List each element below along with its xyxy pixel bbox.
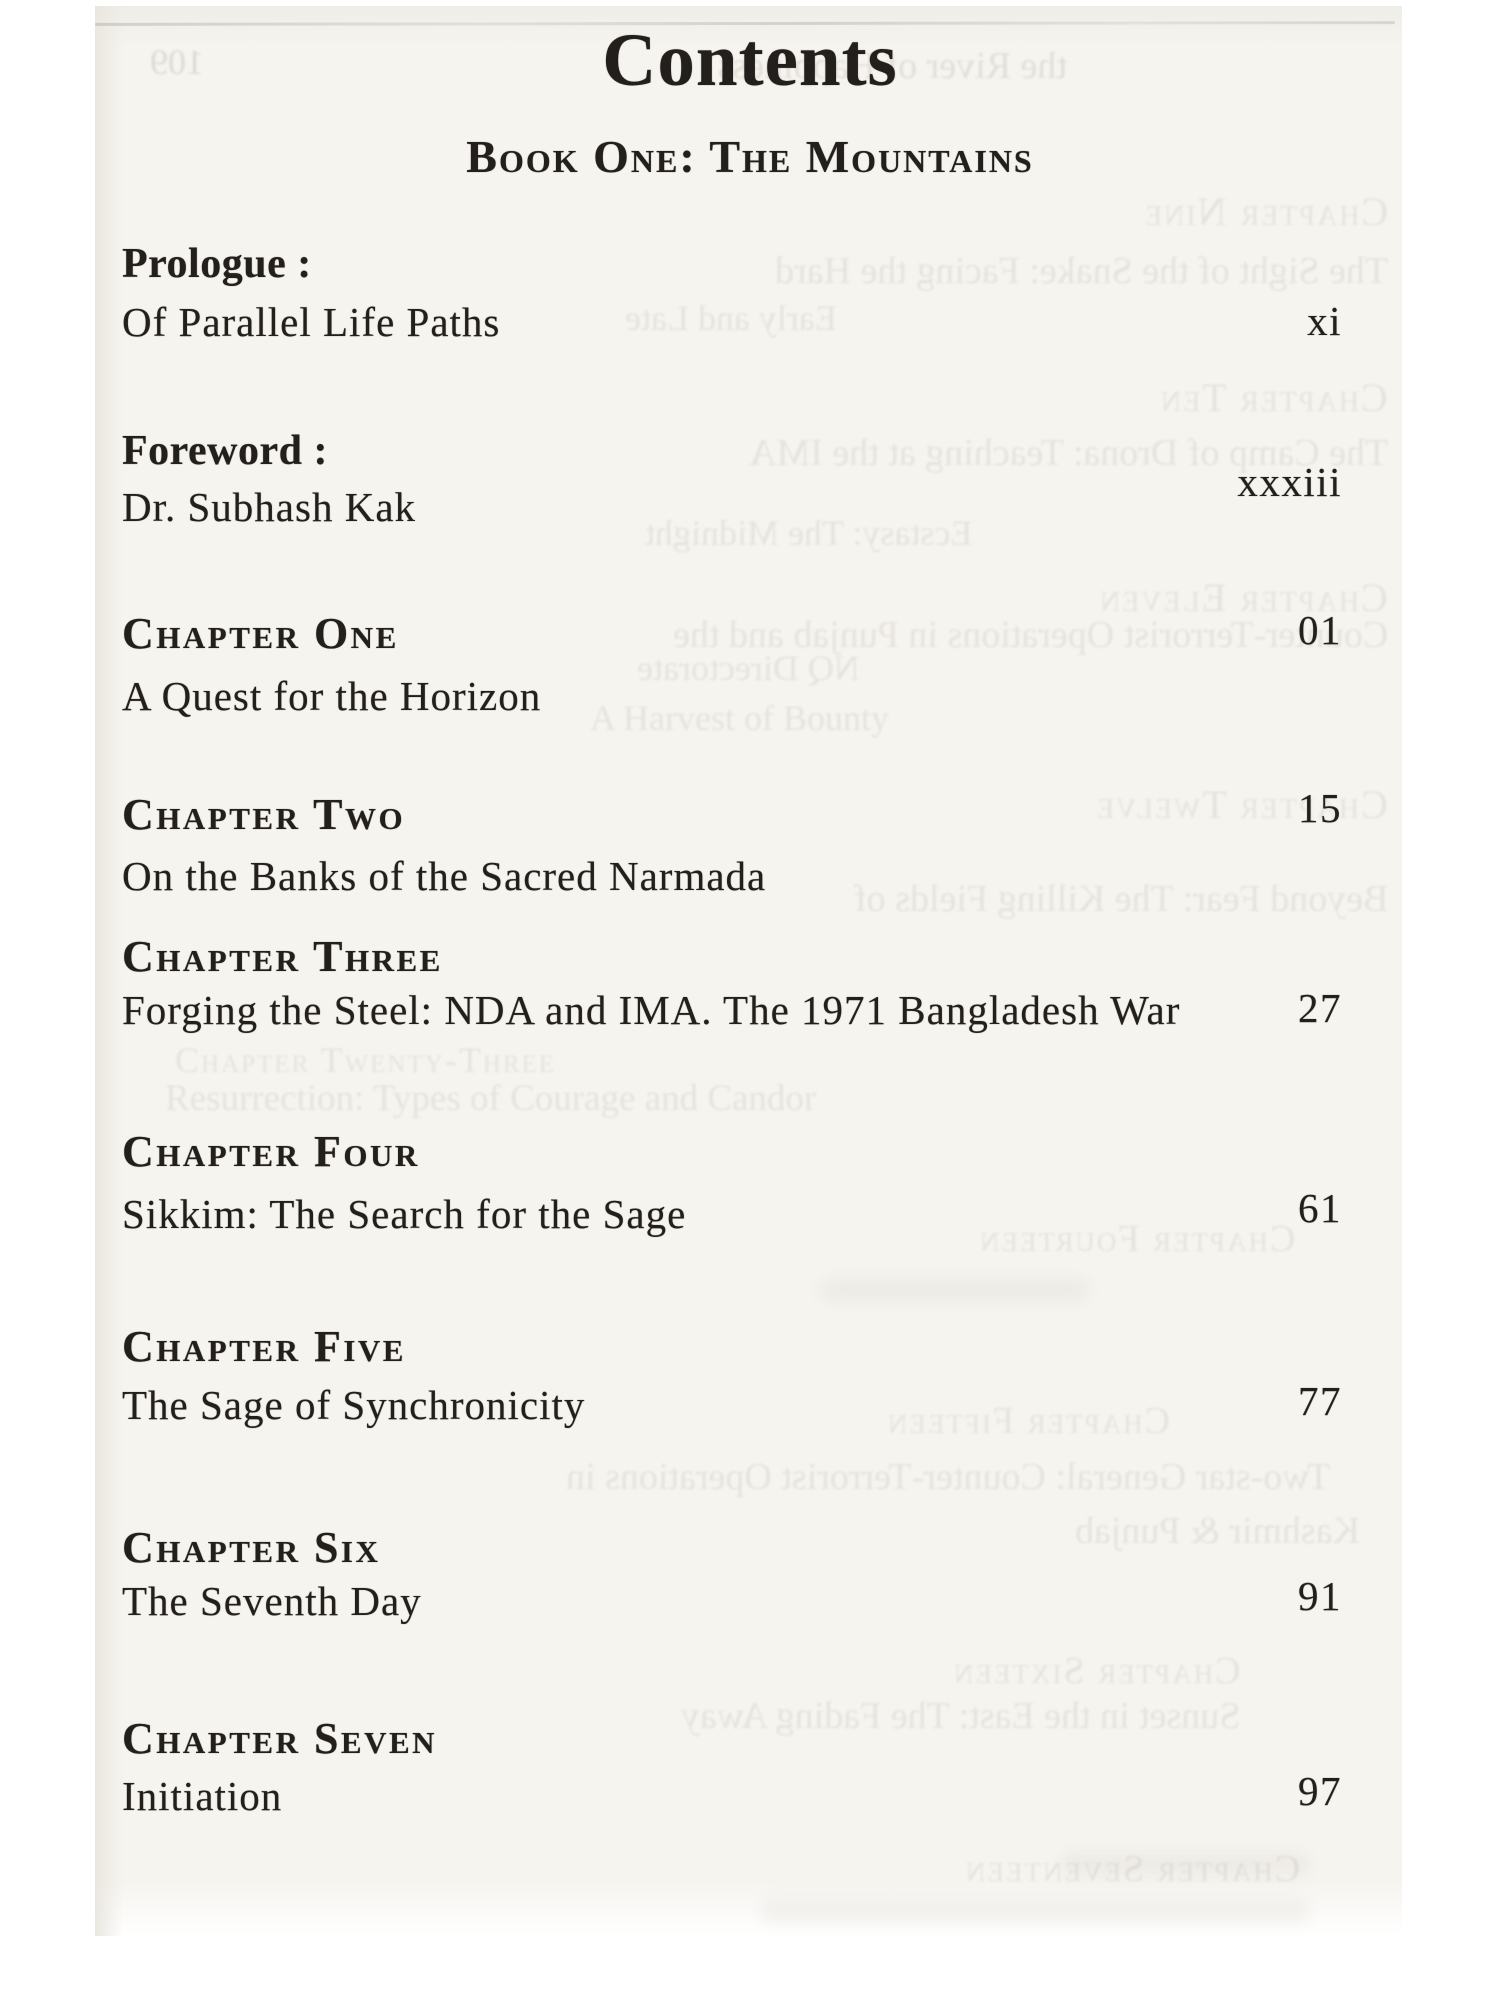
foreword-page-number: xxxiii (1237, 459, 1342, 505)
chapter-2-heading: Chapter Two (122, 790, 406, 839)
bleedthrough-smudge (760, 1898, 1310, 1924)
chapter-4-subtitle: Sikkim: The Search for the Sage (122, 1191, 687, 1237)
bleedthrough-line: Chapter Fourteen (977, 1218, 1295, 1260)
chapter-5-subtitle: The Sage of Synchronicity (122, 1382, 586, 1428)
bleedthrough-line: Two-star General: Counter-Terrorist Oper… (565, 1456, 1330, 1498)
bleedthrough-smudge (820, 1278, 1090, 1302)
foreword-subtitle: Dr. Subhash Kak (122, 484, 417, 530)
bleedthrough-line: Chapter Eleven (1098, 575, 1388, 620)
bleedthrough-line: Chapter Twelve (1095, 782, 1388, 827)
bleedthrough-smudge (1060, 1852, 1310, 1876)
chapter-1-page-number: 01 (1298, 607, 1342, 653)
bleedthrough-line: Resurrection: Types of Courage and Cando… (165, 1078, 817, 1119)
chapter-3-subtitle: Forging the Steel: NDA and IMA. The 1971… (122, 987, 1181, 1033)
prologue-heading: Prologue : (122, 241, 312, 287)
chapter-1-heading: Chapter One (122, 609, 399, 658)
chapter-5-heading: Chapter Five (122, 1322, 406, 1371)
bleedthrough-line: Chapter Fifteen (886, 1400, 1170, 1442)
foreword-heading: Foreword : (122, 428, 328, 474)
bleedthrough-line: Chapter Twenty-Three (175, 1040, 557, 1080)
chapter-7-heading: Chapter Seven (122, 1714, 438, 1763)
bleedthrough-line: Early and Late (625, 298, 837, 338)
book-section-heading: Book One: The Mountains (466, 131, 1034, 182)
chapter-5-page-number: 77 (1298, 1378, 1342, 1424)
page-title: Contents (602, 19, 898, 102)
chapter-2-page-number: 15 (1298, 785, 1342, 831)
prologue-subtitle: Of Parallel Life Paths (122, 299, 501, 345)
chapter-1-subtitle: A Quest for the Horizon (122, 673, 542, 719)
chapter-2-subtitle: On the Banks of the Sacred Narmada (122, 853, 767, 899)
bleedthrough-line: Sunset in the East: The Fading Away (680, 1695, 1240, 1737)
bleedthrough-line: Kashmir & Punjab (1075, 1510, 1360, 1552)
chapter-7-page-number: 97 (1298, 1768, 1342, 1814)
bleedthrough-line: Chapter Sixteen (951, 1650, 1240, 1692)
bleedthrough-line: Beyond Fear: The Killing Fields of (853, 878, 1388, 920)
bleedthrough-line: Chapter Nine (1142, 189, 1388, 234)
bleedthrough-line: Chapter Ten (1159, 375, 1388, 420)
chapter-4-heading: Chapter Four (122, 1127, 420, 1176)
prologue-page-number: xi (1307, 298, 1342, 344)
chapter-7-subtitle: Initiation (122, 1773, 283, 1819)
chapter-4-page-number: 61 (1298, 1185, 1342, 1231)
bleedthrough-line: The Sight of the Snake: Facing the Hard (774, 250, 1388, 292)
chapter-6-page-number: 91 (1298, 1573, 1342, 1619)
bleedthrough-line: A Harvest of Bounty (590, 698, 889, 738)
chapter-3-page-number: 27 (1298, 985, 1342, 1031)
bleedthrough-line: Ecstasy: The Midnight (645, 513, 973, 553)
chapter-6-heading: Chapter Six (122, 1523, 381, 1572)
chapter-6-subtitle: The Seventh Day (122, 1578, 422, 1624)
bleedthrough-line: NQ Directorate (637, 648, 860, 688)
paper-background (95, 6, 1402, 1936)
chapter-3-heading: Chapter Three (122, 932, 443, 981)
